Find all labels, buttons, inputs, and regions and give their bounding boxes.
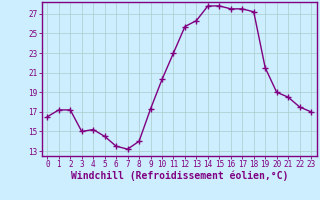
X-axis label: Windchill (Refroidissement éolien,°C): Windchill (Refroidissement éolien,°C) (70, 171, 288, 181)
